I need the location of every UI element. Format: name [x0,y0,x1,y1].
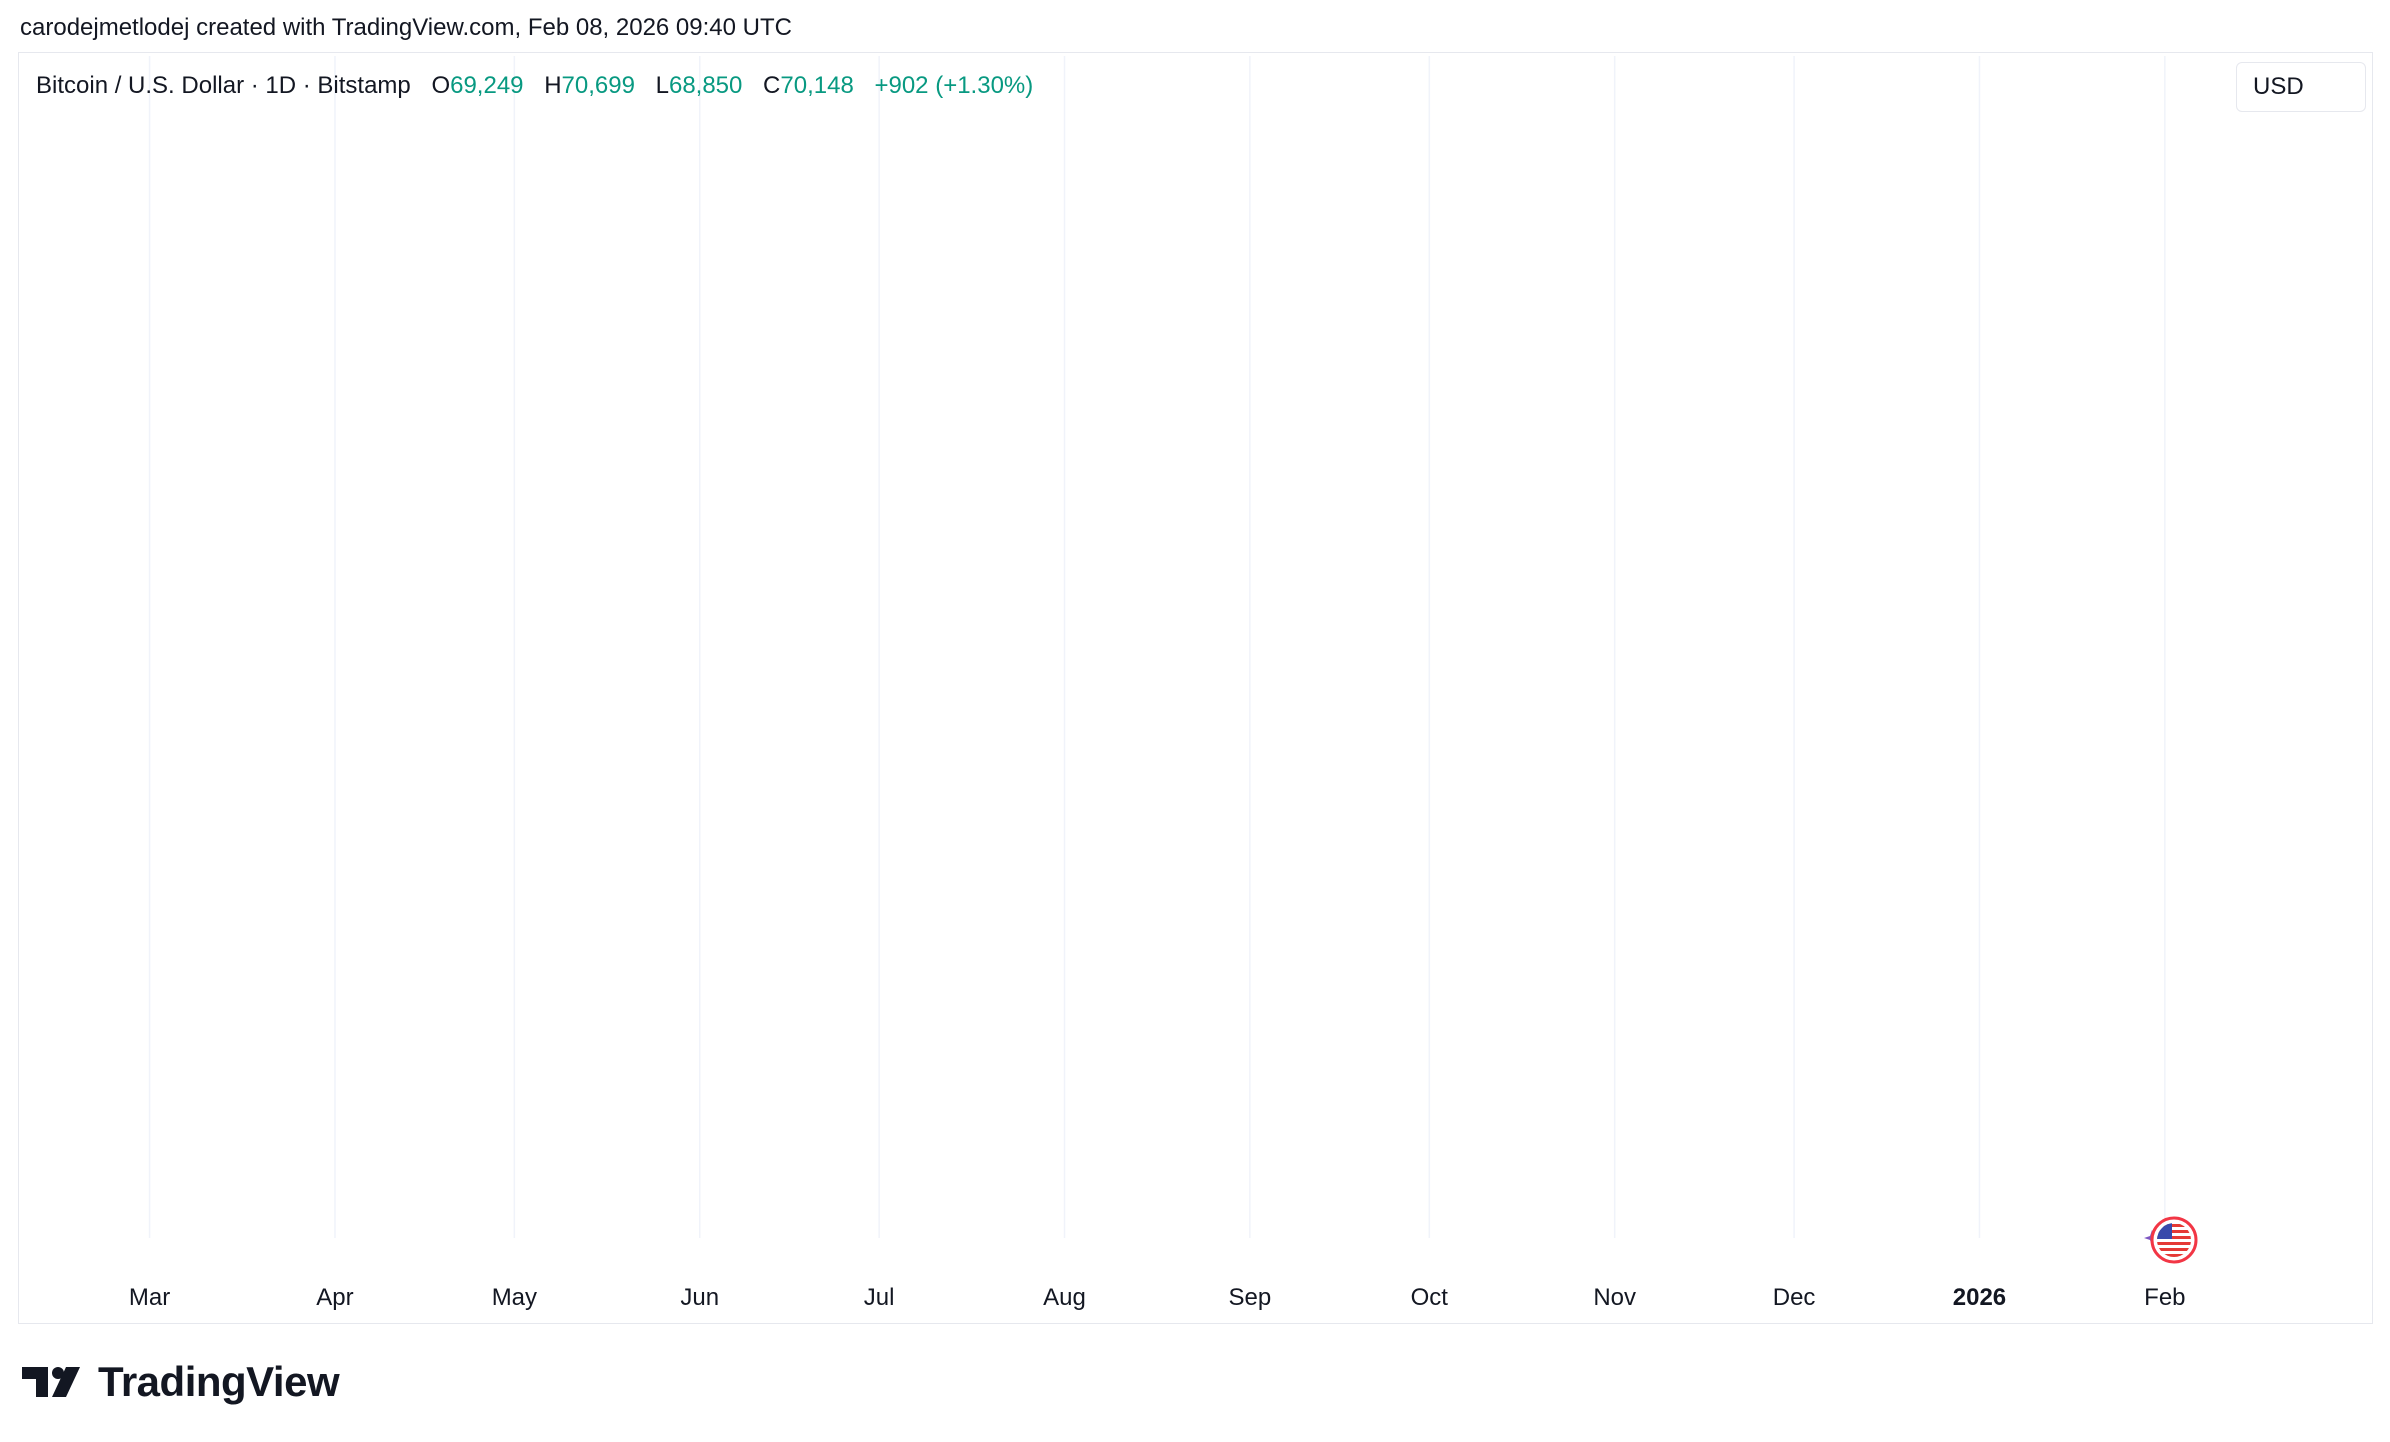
high-value: 70,699 [561,72,635,99]
low-value: 68,850 [668,72,743,99]
time-tick-label: May [492,1284,537,1311]
time-tick-label: Dec [1773,1284,1816,1311]
symbol-description[interactable]: Bitcoin / U.S. Dollar · 1D · Bitstamp [36,72,411,99]
tradingview-logo[interactable]: TradingView [22,1358,340,1406]
time-tick-label: Mar [129,1284,170,1311]
chart-credit: carodejmetlodej created with TradingView… [20,14,792,41]
ohlc-legend: Bitcoin / U.S. Dollar · 1D · Bitstamp O6… [36,72,1033,100]
open-value: 69,249 [450,72,524,99]
time-tick-label: Apr [316,1284,353,1311]
time-axis: Mar Apr May Jun Jul Aug Sep Oct Nov Dec 2026 Feb [129,1284,2186,1311]
time-tick-label: Jul [864,1284,895,1311]
us-flag-event-icon[interactable] [2150,1216,2198,1264]
close-label: C [763,72,781,99]
currency-button[interactable]: USD [2236,62,2366,112]
close-value: 70,148 [780,72,854,99]
high-label: H [544,72,562,99]
time-tick-label: 2026 [1953,1284,2006,1311]
chart-frame [18,52,2373,1324]
time-tick-label: Feb [2144,1284,2185,1311]
time-tick-label: Jun [680,1284,719,1311]
time-tick-label: Oct [1411,1284,1449,1311]
time-tick-label: Nov [1593,1284,1636,1311]
time-tick-label: Aug [1043,1284,1086,1311]
tradingview-logo-icon [22,1367,80,1397]
tradingview-wordmark: TradingView [98,1358,340,1405]
low-label: L [655,72,669,99]
open-label: O [431,72,451,99]
grid-lines [148,56,2166,1238]
event-icons [2144,1216,2198,1264]
time-tick-label: Sep [1229,1284,1272,1311]
change-value: +902 (+1.30%) [874,72,1034,99]
